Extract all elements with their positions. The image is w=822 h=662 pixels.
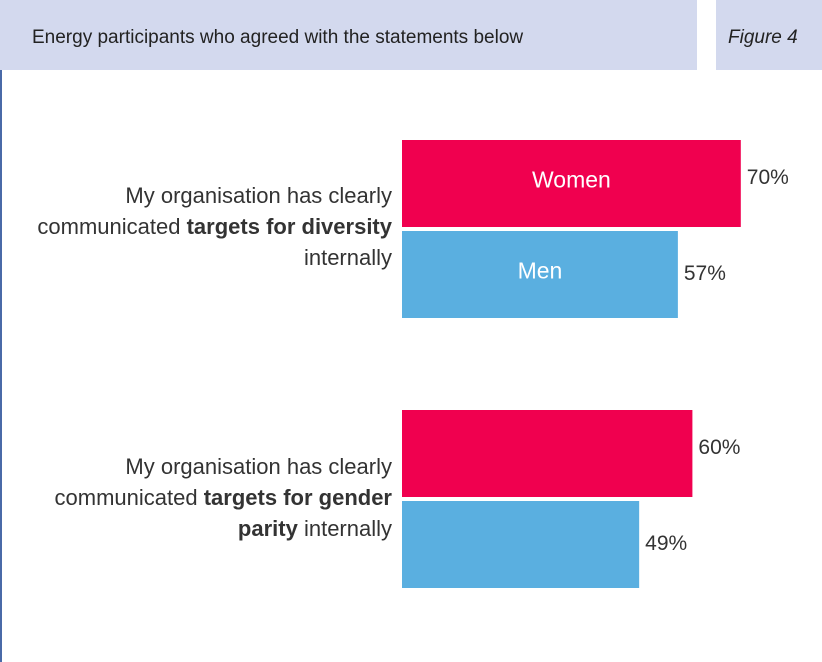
bar <box>402 140 741 227</box>
category-label-part: My organisation has clearly communicated <box>37 183 392 239</box>
legend-label: Women <box>532 167 611 193</box>
bar <box>402 410 693 497</box>
category-label-part: targets for diversity <box>186 214 392 239</box>
value-label: 49% <box>645 532 687 555</box>
bar <box>402 231 678 318</box>
category-label: My organisation has clearly communicated… <box>30 180 392 273</box>
chart-title: Energy participants who agreed with the … <box>32 27 523 48</box>
category-label: My organisation has clearly communicated… <box>30 451 392 544</box>
value-label: 57% <box>684 262 726 285</box>
value-label: 60% <box>698 436 740 459</box>
category-label-part: targets for gender parity <box>203 485 392 541</box>
category-label-part: internally <box>303 245 392 270</box>
category-label-part: My organisation has clearly communicated <box>54 454 392 510</box>
category-label-part: internally <box>297 516 392 541</box>
value-label: 70% <box>747 166 789 189</box>
bar <box>402 501 640 588</box>
title-box <box>0 0 697 70</box>
figure-box <box>716 0 822 70</box>
legend-label: Men <box>518 258 563 284</box>
figure-label: Figure 4 <box>728 27 798 48</box>
